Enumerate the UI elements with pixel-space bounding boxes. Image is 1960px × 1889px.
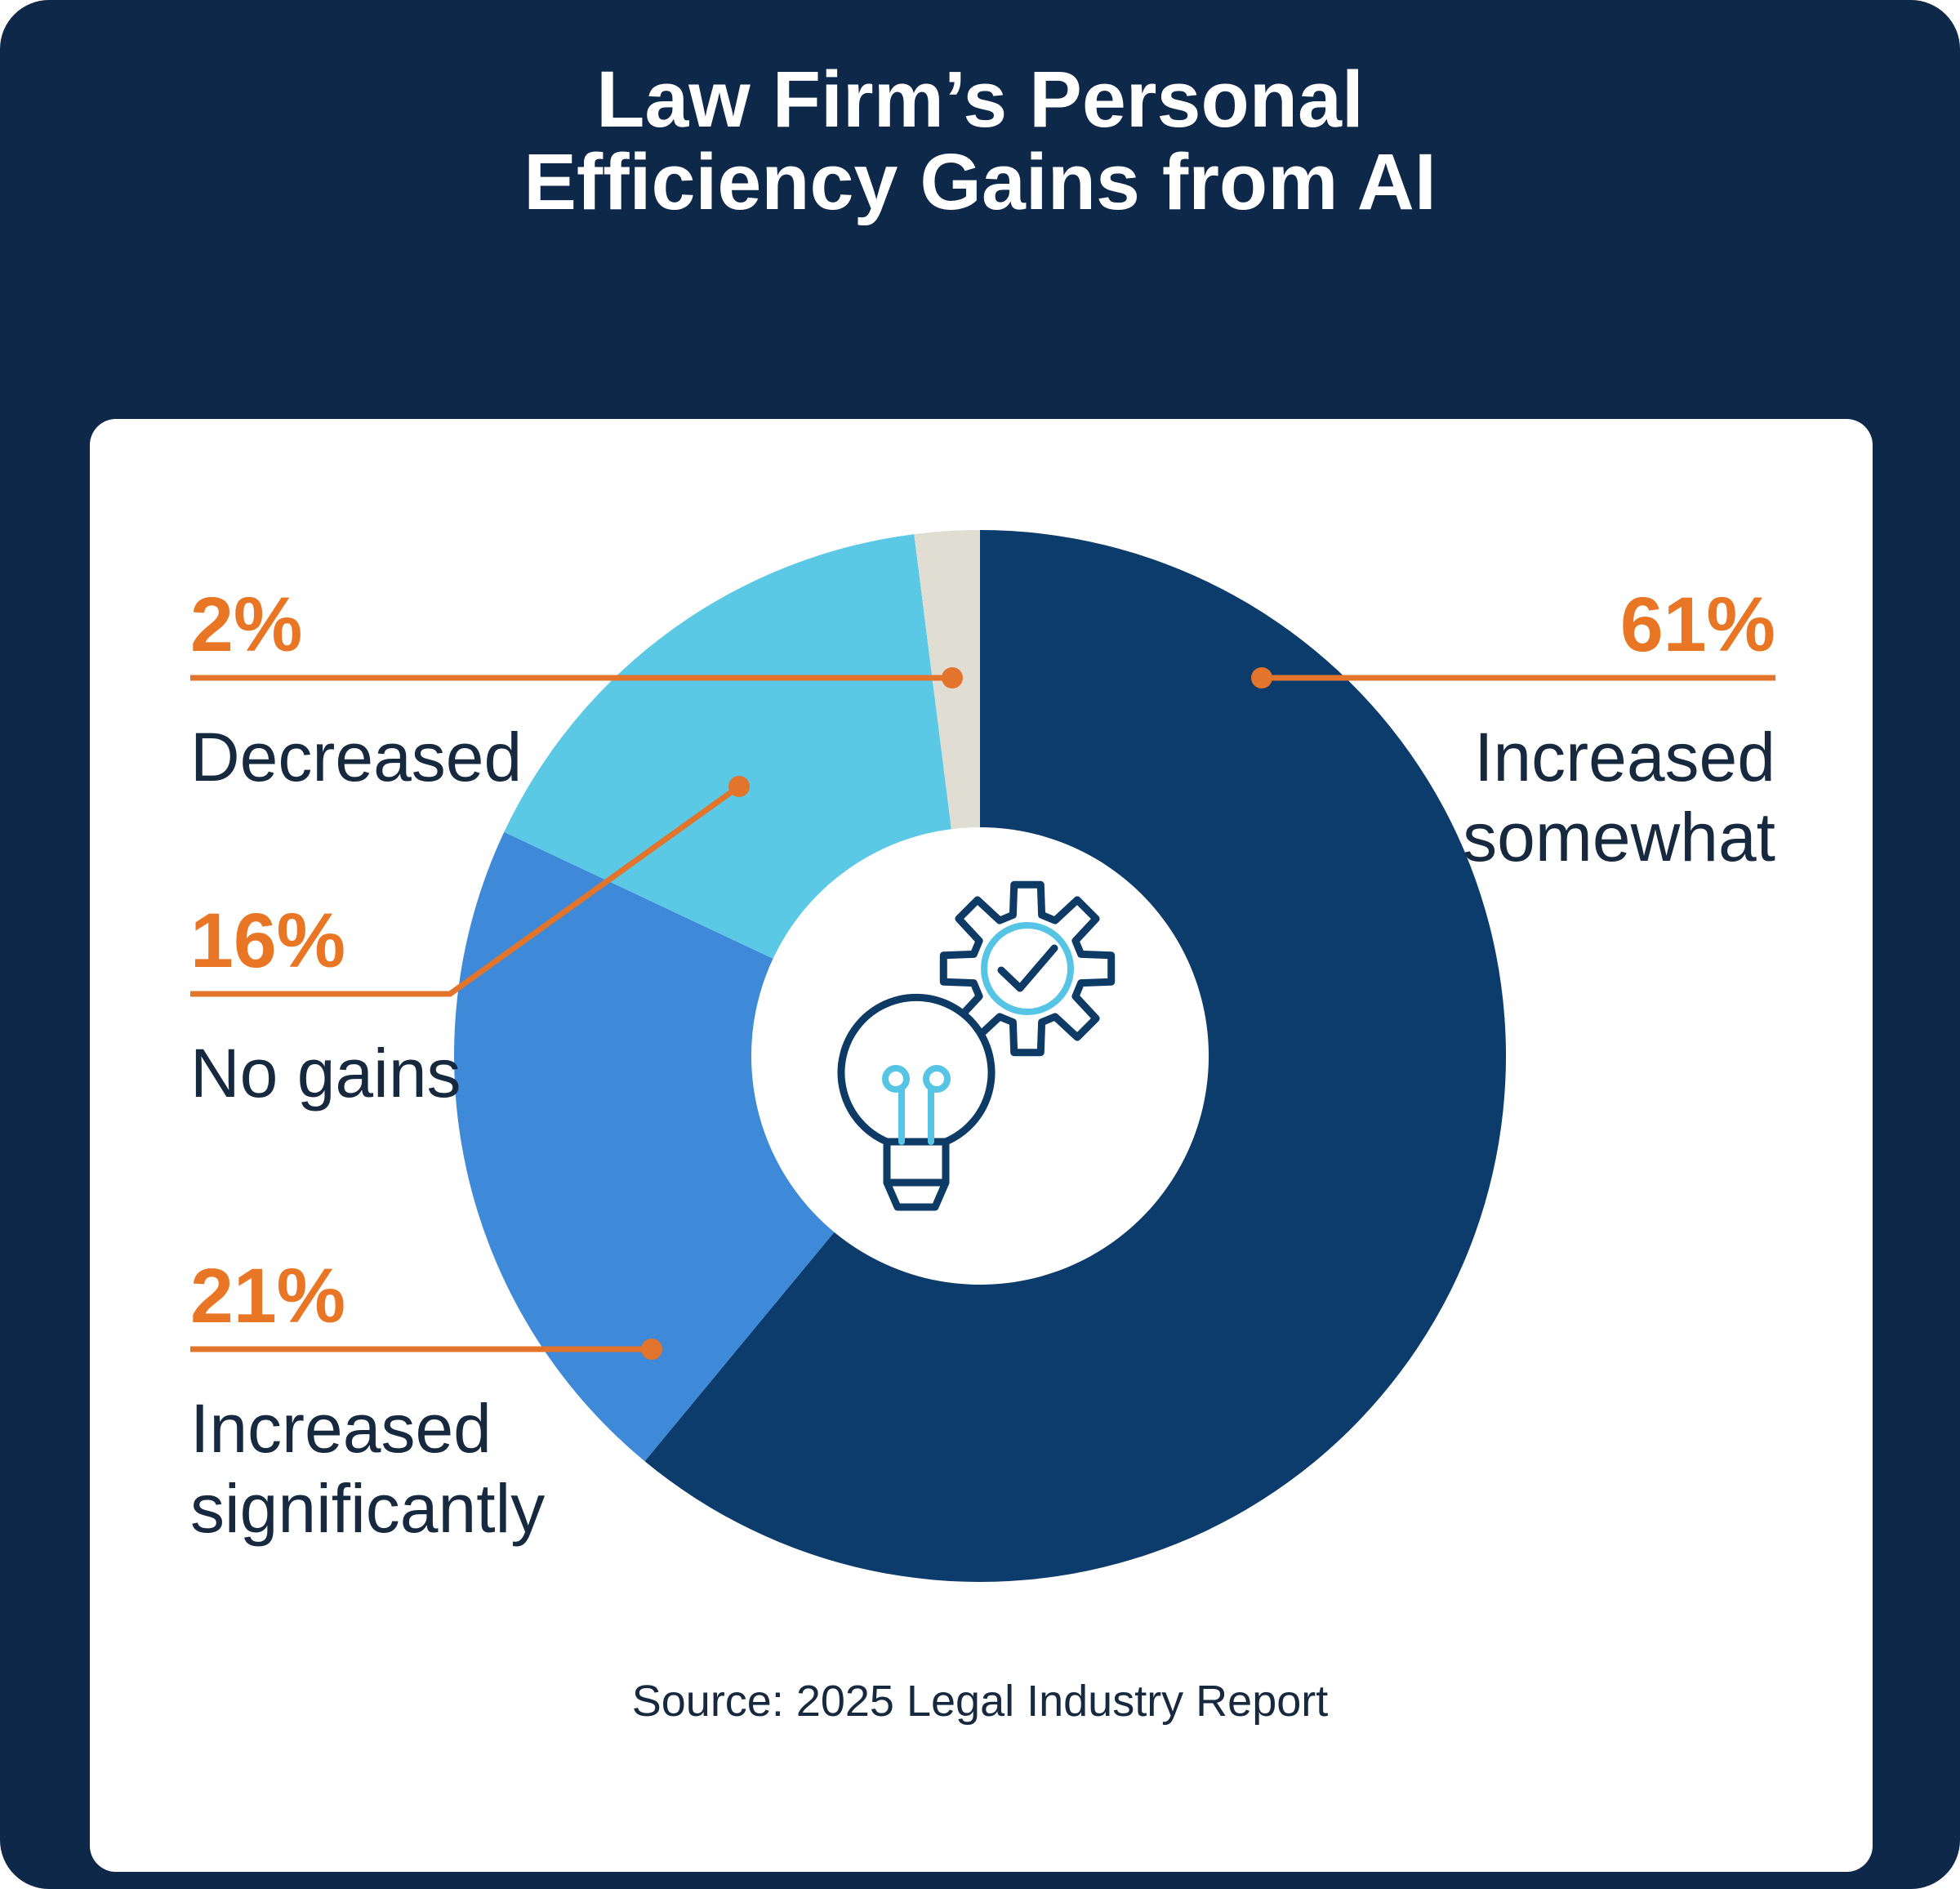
donut-slice-increased-significantly xyxy=(454,831,835,1462)
lightbulb-gear-icon xyxy=(837,880,1116,1211)
filament-loop-right xyxy=(923,1065,951,1093)
gear-check-circle xyxy=(981,922,1074,1015)
leader-line-no-gains xyxy=(190,784,742,997)
leader-dot-no-gains xyxy=(728,776,750,797)
pct-decreased: 2% xyxy=(190,581,303,668)
page-title: Law Firm’s Personal Efficiency Gains fro… xyxy=(0,55,1960,226)
label-increased-somewhat: Increased somewhat xyxy=(1463,719,1775,876)
filament-loop-left xyxy=(882,1065,910,1093)
donut-slices xyxy=(454,530,1507,1583)
leader-lines xyxy=(190,667,1775,1360)
lightbulb-filament xyxy=(898,1086,934,1145)
pct-no-gains: 16% xyxy=(190,898,346,984)
donut-slice-no-gains xyxy=(504,534,951,959)
leader-dot-increased-significantly xyxy=(641,1339,662,1360)
source-note: Source: 2025 Legal Industry Report xyxy=(631,1677,1329,1726)
leader-dot-increased-somewhat xyxy=(1251,667,1272,688)
gear-icon xyxy=(939,880,1116,1057)
pct-increased-somewhat: 61% xyxy=(1619,581,1775,668)
label-no-gains: No gains xyxy=(190,1035,461,1112)
title-line-2: Efficiency Gains from AI xyxy=(523,136,1437,226)
lightbulb-icon xyxy=(837,993,996,1146)
lightbulb-base xyxy=(883,1138,950,1187)
lightbulb-tip xyxy=(883,1178,950,1211)
pct-increased-significantly: 21% xyxy=(190,1253,346,1339)
checkmark-icon xyxy=(997,944,1058,992)
donut-slice-increased-somewhat xyxy=(644,530,1507,1583)
title-line-1: Law Firm’s Personal xyxy=(596,55,1364,144)
label-decreased: Decreased xyxy=(190,719,523,795)
label-increased-significantly: Increased significantly xyxy=(190,1390,546,1548)
leader-dot-decreased xyxy=(942,667,963,688)
